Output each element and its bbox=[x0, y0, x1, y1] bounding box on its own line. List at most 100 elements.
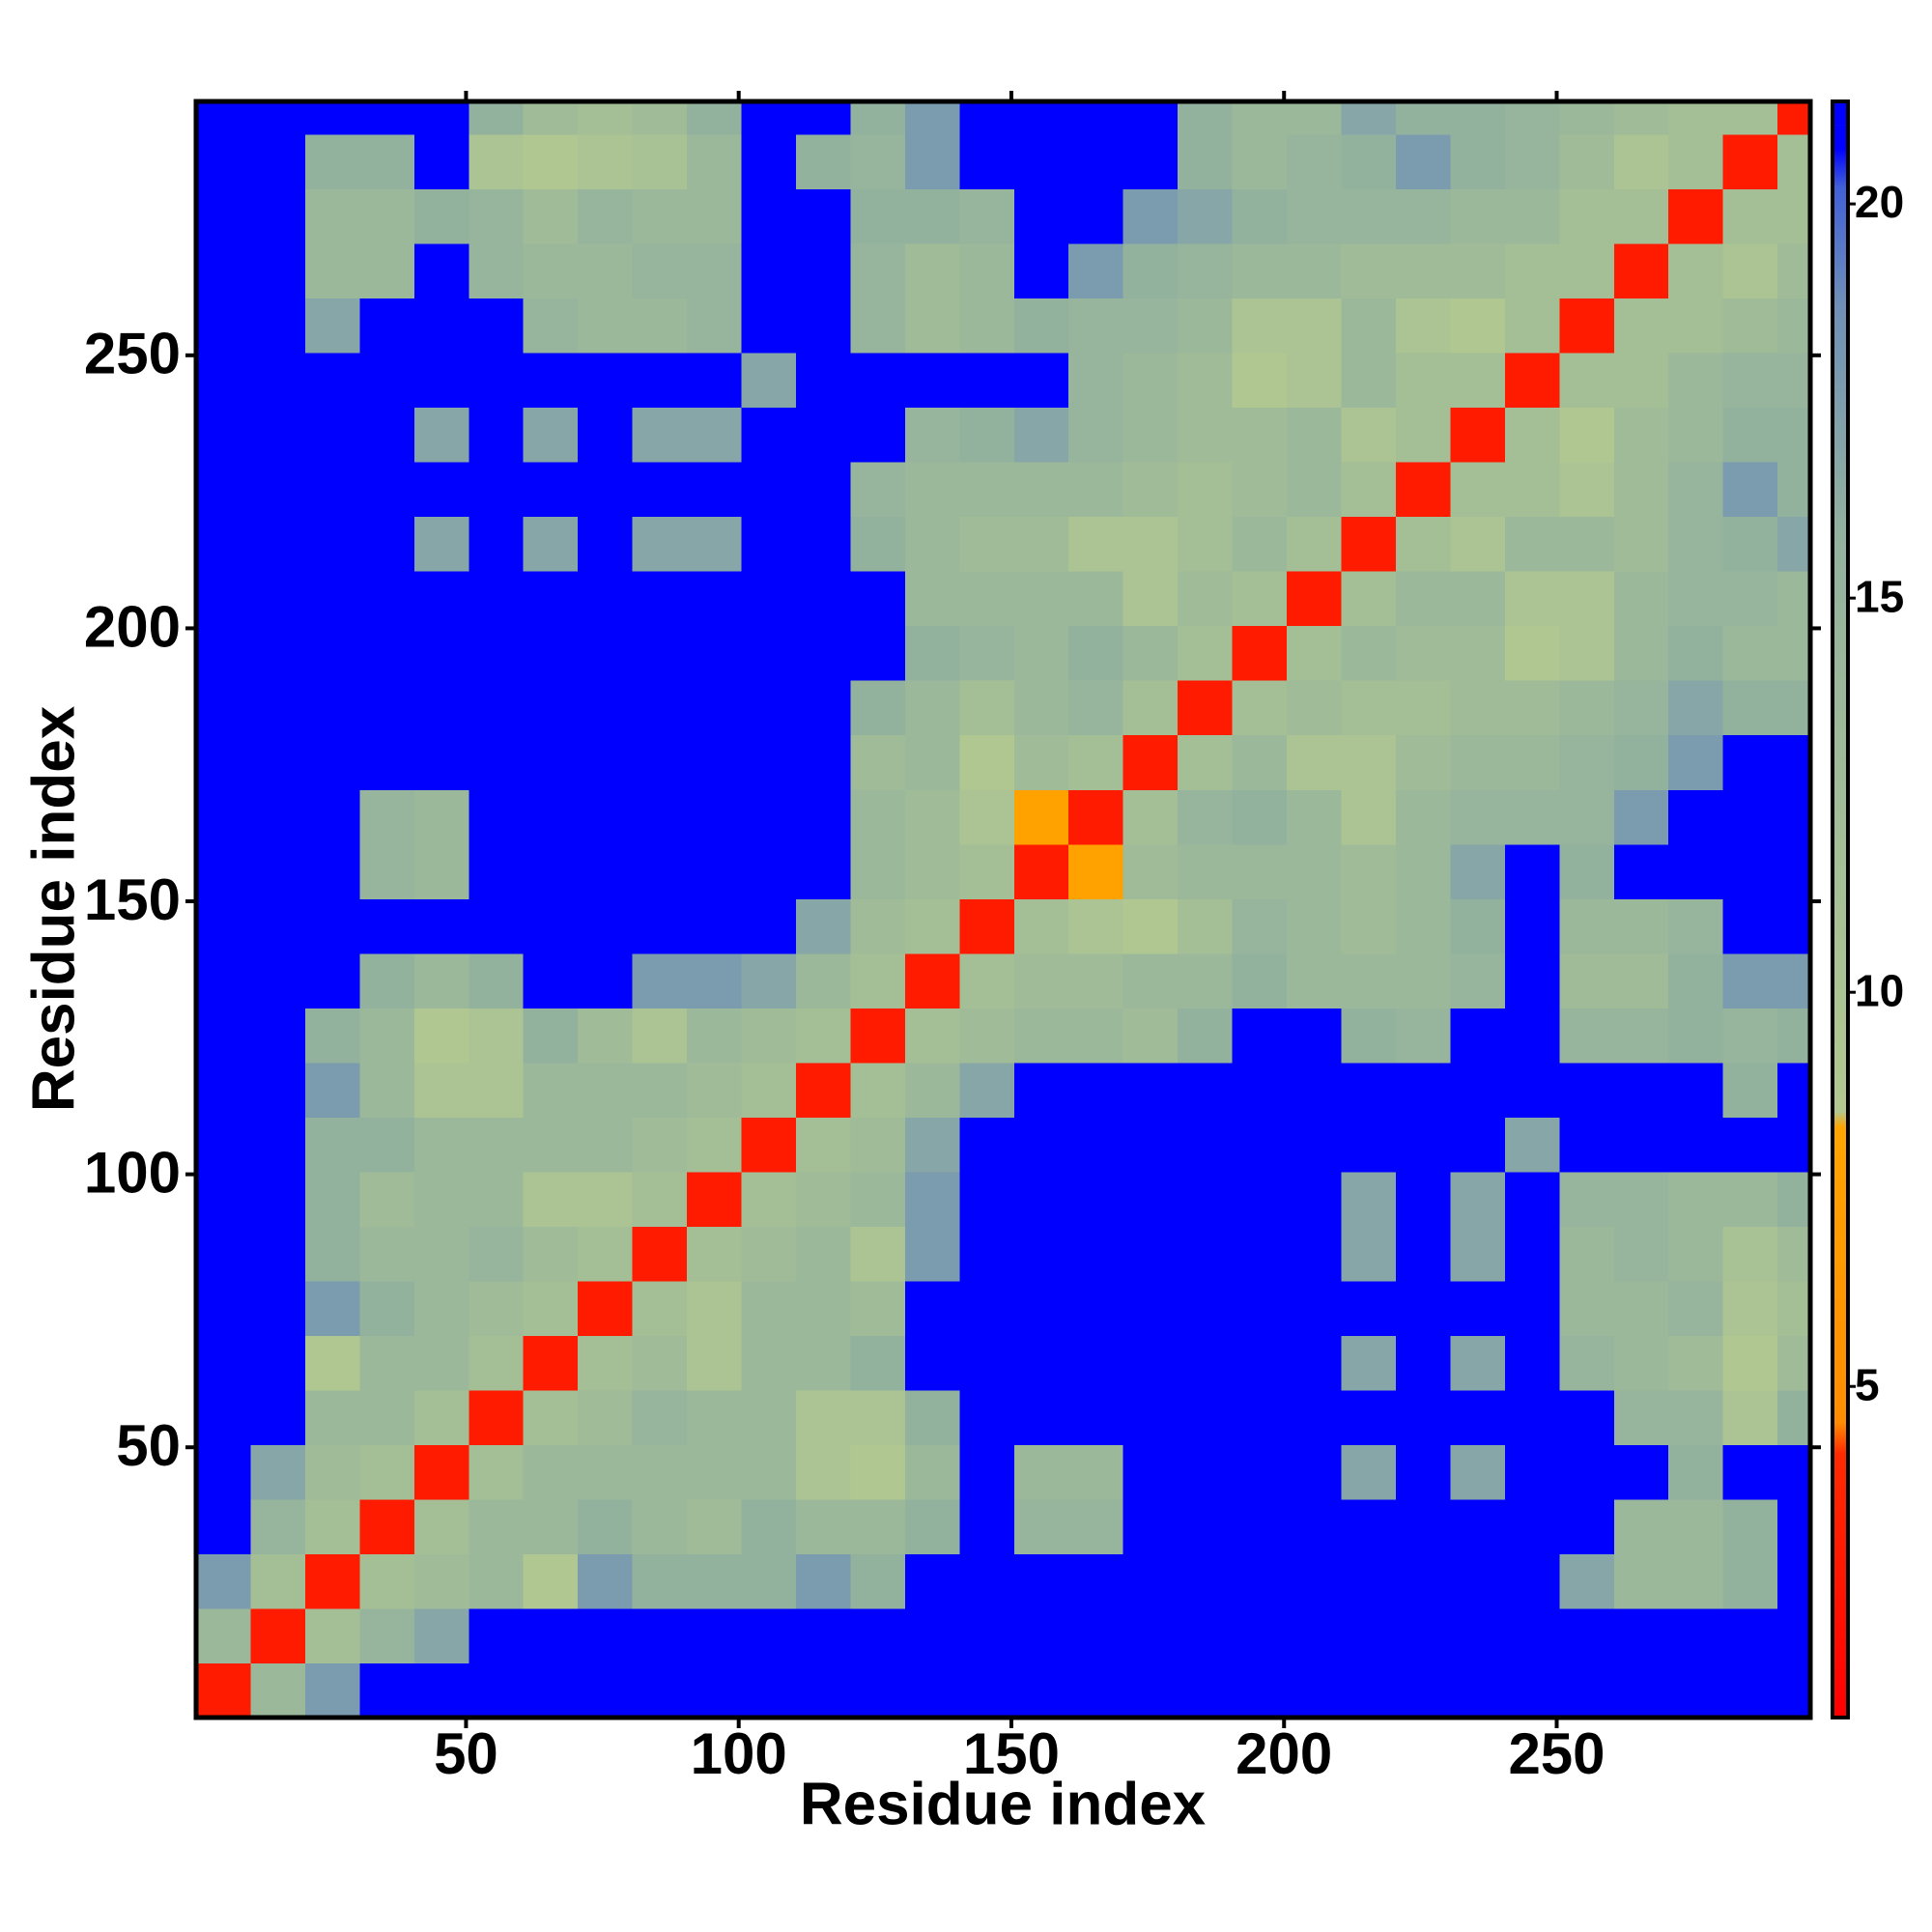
heatmap-cell bbox=[1232, 789, 1288, 845]
heatmap-cell bbox=[850, 1662, 906, 1719]
heatmap-cell bbox=[413, 1008, 469, 1064]
heatmap-cell bbox=[1013, 1062, 1069, 1118]
heatmap-cell bbox=[1341, 1335, 1397, 1391]
heatmap-cell bbox=[469, 571, 525, 627]
colorbar-tick-label: 15 bbox=[1855, 571, 1904, 621]
heatmap-cell bbox=[1504, 789, 1560, 845]
heatmap-cell bbox=[1504, 680, 1560, 736]
heatmap-cell bbox=[687, 101, 743, 135]
heatmap-cell bbox=[1287, 462, 1343, 518]
heatmap-cell bbox=[1232, 625, 1288, 681]
heatmap-cell bbox=[578, 407, 634, 463]
heatmap-cell bbox=[469, 1062, 525, 1118]
heatmap-cell bbox=[304, 1607, 360, 1664]
heatmap-cell bbox=[1777, 625, 1811, 681]
heatmap-cell bbox=[1287, 734, 1343, 790]
heatmap-cell bbox=[1668, 462, 1724, 518]
heatmap-cell bbox=[578, 352, 634, 409]
heatmap-cell bbox=[1287, 1607, 1343, 1664]
heatmap-cell bbox=[632, 1117, 688, 1173]
heatmap-cell bbox=[1341, 298, 1397, 354]
heatmap-cell bbox=[1722, 352, 1778, 409]
heatmap-cell bbox=[1122, 789, 1179, 845]
heatmap-cell bbox=[795, 352, 852, 409]
heatmap-cell bbox=[1668, 407, 1724, 463]
heatmap-cell bbox=[359, 462, 415, 518]
heatmap-cell bbox=[469, 1008, 525, 1064]
heatmap-cell bbox=[196, 462, 252, 518]
heatmap-cell bbox=[795, 625, 852, 681]
heatmap-cell bbox=[1013, 407, 1069, 463]
heatmap-cell bbox=[523, 843, 579, 899]
heatmap-cell bbox=[1722, 516, 1778, 572]
heatmap-cell bbox=[687, 1335, 743, 1391]
heatmap-cell bbox=[904, 789, 960, 845]
heatmap-cell bbox=[413, 516, 469, 572]
heatmap-cell bbox=[1777, 952, 1811, 1009]
heatmap-cell bbox=[1122, 571, 1179, 627]
heatmap-cell bbox=[1013, 1444, 1069, 1500]
heatmap-cell bbox=[741, 1444, 797, 1500]
heatmap-cell bbox=[523, 101, 579, 135]
heatmap-cell bbox=[741, 298, 797, 354]
heatmap-cell bbox=[904, 101, 960, 135]
heatmap-cell bbox=[196, 625, 252, 681]
heatmap-cell bbox=[1777, 734, 1811, 790]
heatmap-cell bbox=[1232, 1553, 1288, 1609]
heatmap-cell bbox=[904, 1498, 960, 1555]
heatmap-cell bbox=[523, 1280, 579, 1336]
heatmap-cell bbox=[523, 188, 579, 244]
heatmap-cell bbox=[469, 1662, 525, 1719]
heatmap-cell bbox=[1613, 571, 1669, 627]
heatmap-cell bbox=[578, 1498, 634, 1555]
heatmap-cell bbox=[250, 898, 306, 954]
heatmap-cell bbox=[1287, 242, 1343, 299]
heatmap-cell bbox=[1559, 298, 1615, 354]
heatmap-cell bbox=[413, 1444, 469, 1500]
heatmap-cell bbox=[1013, 625, 1069, 681]
heatmap-cell bbox=[413, 1498, 469, 1555]
heatmap-cell bbox=[795, 1062, 852, 1118]
heatmap-cell bbox=[1613, 1553, 1669, 1609]
heatmap-cell bbox=[1559, 188, 1615, 244]
heatmap-cell bbox=[469, 1498, 525, 1555]
heatmap-cell bbox=[687, 843, 743, 899]
heatmap-cell bbox=[469, 1226, 525, 1282]
heatmap-cell bbox=[523, 1335, 579, 1391]
heatmap-cell bbox=[904, 1062, 960, 1118]
heatmap-cell bbox=[795, 952, 852, 1009]
heatmap-cell bbox=[1287, 1062, 1343, 1118]
heatmap-cell bbox=[795, 516, 852, 572]
heatmap-cell bbox=[523, 1062, 579, 1118]
heatmap-cell bbox=[1341, 625, 1397, 681]
heatmap-cell bbox=[1668, 625, 1724, 681]
heatmap-cell bbox=[1613, 133, 1669, 190]
heatmap-cell bbox=[1668, 188, 1724, 244]
heatmap-cell bbox=[469, 298, 525, 354]
heatmap-cell bbox=[196, 1117, 252, 1173]
heatmap-cell bbox=[687, 352, 743, 409]
heatmap-cell bbox=[359, 843, 415, 899]
heatmap-cell bbox=[1287, 188, 1343, 244]
heatmap-cell bbox=[1395, 101, 1452, 135]
heatmap-cell bbox=[632, 625, 688, 681]
heatmap-cell bbox=[1722, 1008, 1778, 1064]
heatmap-cell bbox=[904, 407, 960, 463]
heatmap-cell bbox=[1559, 352, 1615, 409]
heatmap-cell bbox=[196, 1062, 252, 1118]
heatmap-cell bbox=[1341, 1389, 1397, 1445]
heatmap-cell bbox=[1287, 952, 1343, 1009]
heatmap-cell bbox=[1287, 352, 1343, 409]
heatmap-cell bbox=[523, 571, 579, 627]
heatmap-cell bbox=[1613, 1498, 1669, 1555]
heatmap-cell bbox=[1668, 1553, 1724, 1609]
heatmap-cell bbox=[1178, 734, 1234, 790]
heatmap-cell bbox=[1232, 1389, 1288, 1445]
heatmap-cell bbox=[632, 1171, 688, 1227]
heatmap-cell bbox=[741, 1498, 797, 1555]
heatmap-cell bbox=[741, 789, 797, 845]
heatmap-cell bbox=[1722, 298, 1778, 354]
heatmap-cell bbox=[687, 1280, 743, 1336]
heatmap-cell bbox=[469, 516, 525, 572]
